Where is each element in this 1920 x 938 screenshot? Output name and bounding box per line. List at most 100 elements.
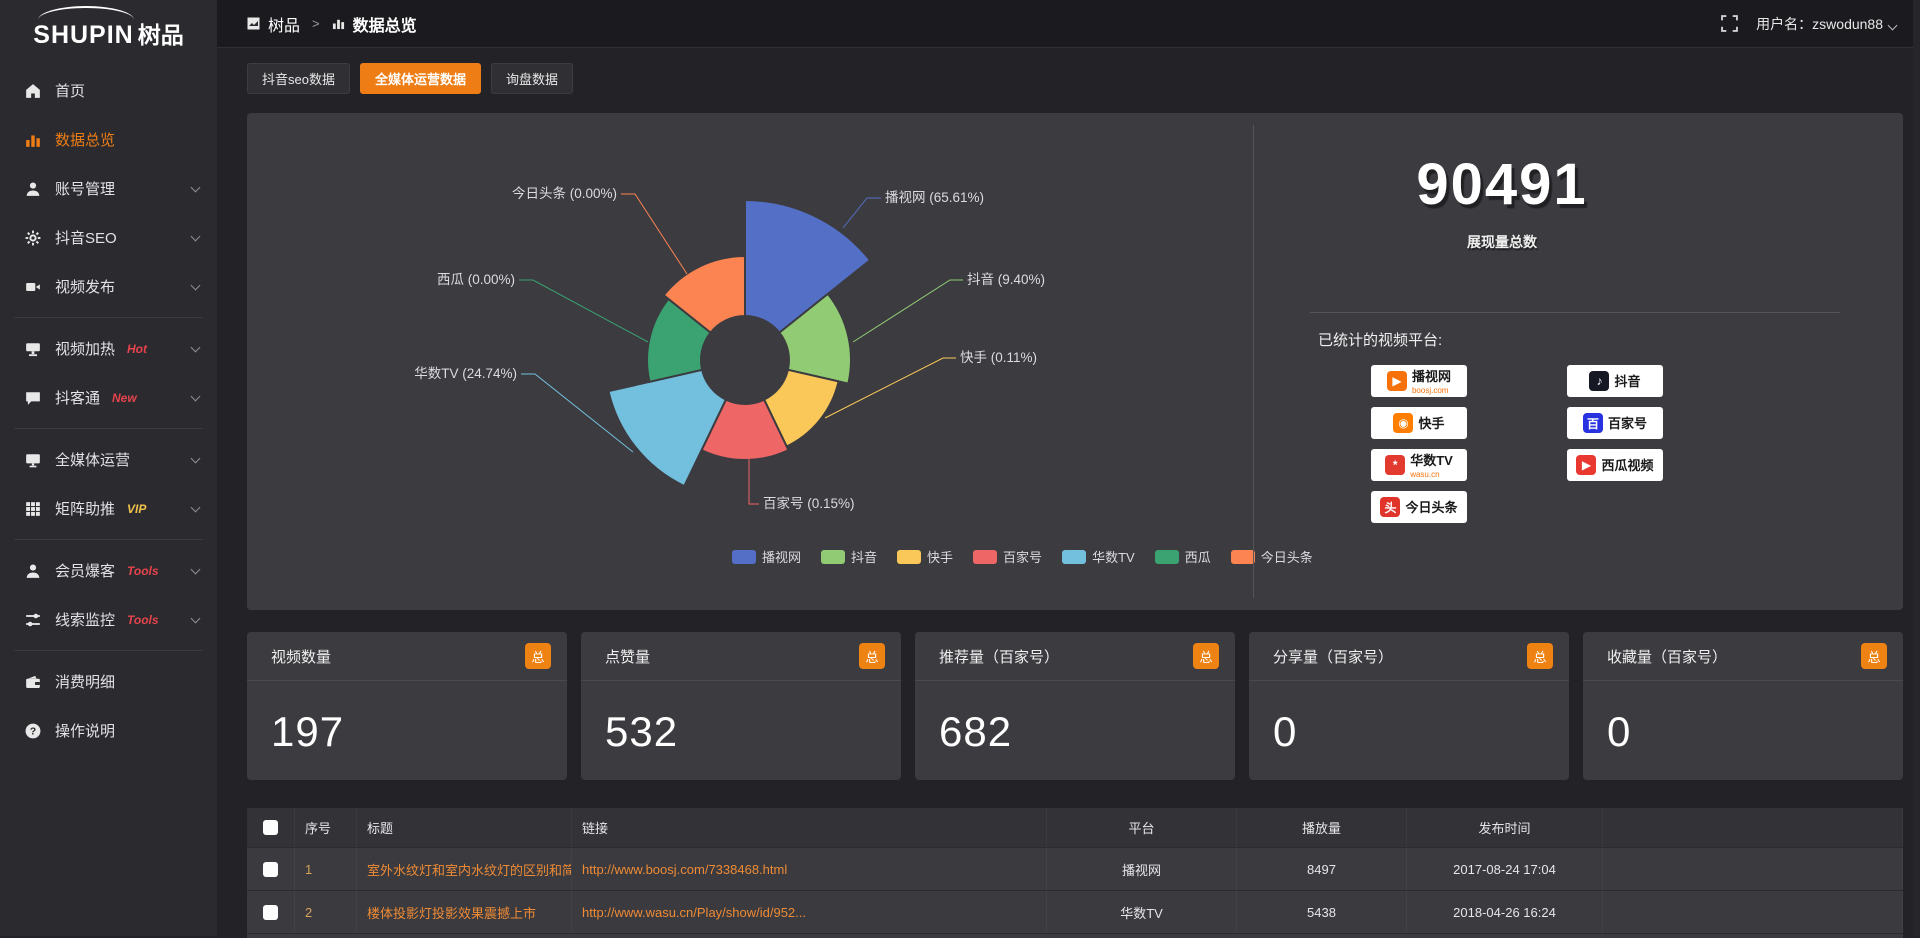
stat-card-shares: 分享量（百家号）总 0 — [1249, 632, 1569, 780]
sidebar-item-member-baoke[interactable]: 会员爆客 Tools — [0, 546, 217, 595]
sliders-icon — [24, 611, 41, 628]
menu-divider — [14, 317, 203, 318]
new-badge: New — [112, 391, 137, 405]
stat-value: 0 — [1273, 708, 1297, 756]
stat-value: 0 — [1607, 708, 1631, 756]
tools-badge: Tools — [127, 613, 159, 627]
column-header-empty — [1603, 808, 1903, 847]
sidebar-menu: 首页 数据总览 账号管理 抖音SEO 视频发布 — [0, 66, 217, 755]
total-badge[interactable]: 总 — [859, 643, 885, 669]
legend-item[interactable]: 快手 — [897, 547, 953, 566]
sidebar-item-doketong[interactable]: 抖客通 New — [0, 373, 217, 422]
platform-badge-douyin: ♪ 抖音 — [1567, 365, 1663, 397]
column-header-platform: 平台 — [1047, 808, 1237, 847]
legend-item[interactable]: 播视网 — [732, 547, 801, 566]
chart-panel: 播视网 (65.61%) 抖音 (9.40%) 快手 (0.11%) 百家号 (… — [247, 113, 1903, 610]
legend-swatch — [732, 550, 756, 564]
xigua-logo-icon: ▶ — [1576, 455, 1596, 475]
legend-item[interactable]: 百家号 — [973, 547, 1042, 566]
platform-badge-toutiao: 头 今日头条 — [1371, 491, 1467, 523]
sidebar-item-account-management[interactable]: 账号管理 — [0, 164, 217, 213]
sidebar: SHUPIN 树品 首页 数据总览 账号管理 抖音SEO — [0, 0, 217, 936]
sidebar-item-label: 抖音SEO — [55, 227, 117, 248]
stat-card-recommendations: 推荐量（百家号）总 682 — [915, 632, 1235, 780]
sidebar-item-data-overview[interactable]: 数据总览 — [0, 115, 217, 164]
user-icon — [24, 180, 41, 197]
total-badge[interactable]: 总 — [1861, 643, 1887, 669]
pie-label-toutiao: 今日头条 (0.00%) — [512, 185, 617, 201]
chevron-down-icon — [191, 231, 201, 241]
tools-badge: Tools — [127, 564, 159, 578]
column-header-index: 序号 — [295, 808, 357, 847]
chevron-down-icon — [191, 613, 201, 623]
fullscreen-icon[interactable] — [1721, 15, 1738, 32]
row-index: 1 — [295, 848, 357, 890]
sidebar-item-consumption-details[interactable]: 消费明细 — [0, 657, 217, 706]
sidebar-item-label: 线索监控 — [55, 609, 115, 630]
sidebar-item-douyin-seo[interactable]: 抖音SEO — [0, 213, 217, 262]
sidebar-item-label: 首页 — [55, 80, 85, 101]
total-badge[interactable]: 总 — [1527, 643, 1553, 669]
chat-bubble-icon — [24, 389, 41, 406]
total-summary: 90491 展现量总数 — [1277, 151, 1727, 252]
chevron-down-icon — [191, 564, 201, 574]
video-title-link[interactable]: 室外水纹灯和室内水纹灯的区别和简介 — [357, 848, 572, 890]
column-header-plays: 播放量 — [1237, 808, 1407, 847]
sidebar-item-lead-monitoring[interactable]: 线索监控 Tools — [0, 595, 217, 644]
video-title-link[interactable]: 楼体投影灯投影效果震撼上市 — [357, 891, 572, 933]
sidebar-item-help[interactable]: ? 操作说明 — [0, 706, 217, 755]
top-header: 树品 > 数据总览 用户名：zswodun88 — [217, 0, 1920, 48]
sidebar-item-label: 会员爆客 — [55, 560, 115, 581]
pie-slice-huashutv[interactable] — [609, 370, 726, 486]
platform-name: 西瓜视频 — [1601, 459, 1653, 472]
platform-subtext: wasu.cn — [1410, 470, 1453, 479]
row-checkbox[interactable] — [263, 905, 278, 920]
username-label: 用户名：zswodun88 — [1756, 16, 1883, 32]
total-badge[interactable]: 总 — [1193, 643, 1219, 669]
row-checkbox[interactable] — [263, 862, 278, 877]
breadcrumb: 树品 > 数据总览 — [247, 12, 417, 36]
stat-label: 推荐量（百家号） — [939, 646, 1059, 667]
legend-item[interactable]: 西瓜 — [1155, 547, 1211, 566]
sidebar-item-home[interactable]: 首页 — [0, 66, 217, 115]
sidebar-item-video-publish[interactable]: 视频发布 — [0, 262, 217, 311]
legend-item[interactable]: 今日头条 — [1231, 547, 1313, 566]
page-scrollbar-track[interactable] — [1913, 0, 1920, 936]
total-badge[interactable]: 总 — [525, 643, 551, 669]
stat-label: 视频数量 — [271, 646, 331, 667]
row-platform: 华数TV — [1047, 891, 1237, 933]
sidebar-item-label: 全媒体运营 — [55, 449, 130, 470]
label-line-baijiahao — [749, 458, 759, 504]
platform-name: 今日头条 — [1405, 501, 1457, 514]
row-empty — [1603, 891, 1903, 933]
username-menu[interactable]: 用户名：zswodun88 — [1756, 14, 1896, 34]
kuaishou-logo-icon: ◉ — [1393, 413, 1413, 433]
video-url-link[interactable]: http://www.boosj.com/7338468.html — [572, 848, 1047, 890]
legend-label: 今日头条 — [1261, 547, 1313, 566]
tab-omnimedia-data[interactable]: 全媒体运营数据 — [360, 63, 481, 94]
sidebar-item-matrix-boost[interactable]: 矩阵助推 VIP — [0, 484, 217, 533]
legend-swatch — [973, 550, 997, 564]
sidebar-item-omnimedia-operation[interactable]: 全媒体运营 — [0, 435, 217, 484]
legend-swatch — [1155, 550, 1179, 564]
logo-text-cn: 树品 — [138, 16, 184, 50]
tab-douyin-seo-data[interactable]: 抖音seo数据 — [247, 63, 350, 94]
row-empty — [1603, 848, 1903, 890]
legend-item[interactable]: 抖音 — [821, 547, 877, 566]
label-line-boshiwang — [843, 198, 881, 228]
column-header-title: 标题 — [357, 808, 572, 847]
toutiao-logo-icon: 头 — [1380, 497, 1400, 517]
breadcrumb-home[interactable]: 树品 — [268, 12, 300, 36]
select-all-checkbox[interactable] — [263, 820, 278, 835]
videos-table: 序号 标题 链接 平台 播放量 发布时间 1 室外水纹灯和室内水纹灯的区别和简介… — [247, 808, 1903, 938]
label-line-toutiao — [621, 194, 687, 274]
vertical-divider — [1253, 125, 1254, 598]
sidebar-item-video-heating[interactable]: 视频加热 Hot — [0, 324, 217, 373]
tab-inquiry-data[interactable]: 询盘数据 — [491, 63, 573, 94]
legend-label: 快手 — [927, 547, 953, 566]
chevron-down-icon — [1888, 20, 1898, 30]
total-impressions-label: 展现量总数 — [1277, 232, 1727, 252]
video-url-link[interactable]: http://www.wasu.cn/Play/show/id/952... — [572, 891, 1047, 933]
legend-item[interactable]: 华数TV — [1062, 547, 1135, 566]
